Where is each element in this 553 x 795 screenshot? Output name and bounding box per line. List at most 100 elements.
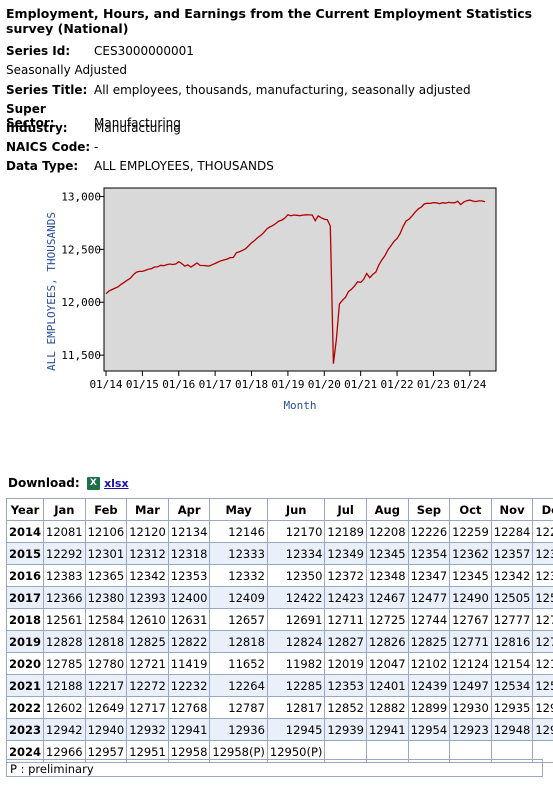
table-row: 2022 12602 12649 12717 12768 12787 12817 12852 1… xyxy=(5,696,553,719)
value-cell: 12357 xyxy=(490,542,534,565)
value-cell: 12960 xyxy=(532,718,553,741)
value-cell: 12796 xyxy=(532,608,553,631)
year-cell: 2016 xyxy=(5,564,45,587)
column-header: May xyxy=(209,498,268,521)
value-cell: 12146 xyxy=(209,520,268,543)
value-cell: 12631 xyxy=(167,608,211,631)
table-header-row: YearJanFebMarAprMayJunJulAugSepOctNovDec xyxy=(5,498,553,521)
value-cell: 12355 xyxy=(532,564,553,587)
value-cell: 12365 xyxy=(84,564,128,587)
value-cell: 12768 xyxy=(167,696,211,719)
value-cell: 12342 xyxy=(490,564,534,587)
series-info-row: Series Title: All employees, thousands, m… xyxy=(6,83,471,97)
value-cell: 12923 xyxy=(449,718,492,741)
value-cell: 12852 xyxy=(324,696,367,719)
value-cell: 12954 xyxy=(407,718,451,741)
series-info-value: Manufacturing xyxy=(94,121,181,135)
value-cell: 12284 xyxy=(490,520,534,543)
series-info-value: CES3000000001 xyxy=(94,44,194,58)
value-cell: 12822 xyxy=(167,630,211,653)
y-tick-label: 11,500 xyxy=(61,349,101,362)
y-tick-label: 12,000 xyxy=(61,296,101,309)
value-cell: 12940 xyxy=(84,718,128,741)
x-tick-label: 01/21 xyxy=(344,378,377,391)
value-cell: 12226 xyxy=(407,520,451,543)
value-cell: 12362 xyxy=(449,542,492,565)
value-cell: 12780 xyxy=(84,652,128,675)
value-cell: 12826 xyxy=(365,630,409,653)
y-axis-label: ALL EMPLOYEES, THOUSANDS xyxy=(45,212,58,371)
value-cell: 12497 xyxy=(449,674,492,697)
value-cell: 12939 xyxy=(324,718,367,741)
value-cell: 12882 xyxy=(365,696,409,719)
series-info-value: - xyxy=(94,140,99,154)
x-tick-label: 01/17 xyxy=(199,378,232,391)
value-cell: 12958(P) xyxy=(209,740,268,763)
value-cell: 12828 xyxy=(43,630,86,653)
value-cell: 12292 xyxy=(43,542,86,565)
value-cell: 12657 xyxy=(209,608,268,631)
xlsx-download-link[interactable]: xlsx xyxy=(104,477,129,490)
value-cell: 12950(P) xyxy=(266,740,326,763)
series-info-label: Industry: xyxy=(6,121,68,135)
x-tick-label: 01/19 xyxy=(271,378,304,391)
series-info-row: Industry: Manufacturing xyxy=(6,121,181,135)
series-info-row: Series Id: CES3000000001 xyxy=(6,44,194,58)
page-title: Employment, Hours, and Earnings from the… xyxy=(6,6,533,36)
column-header: Oct xyxy=(449,498,492,521)
series-info-row: Seasonally Adjusted xyxy=(6,63,127,77)
value-cell: 12439 xyxy=(407,674,451,697)
value-cell: 12816 xyxy=(490,630,534,653)
value-cell: 12400 xyxy=(167,586,211,609)
value-cell: 12467 xyxy=(365,586,409,609)
value-cell: 12423 xyxy=(324,586,367,609)
value-cell: 12334 xyxy=(266,542,326,565)
series-info-label: Super Sector: xyxy=(6,102,55,130)
x-tick-label: 01/16 xyxy=(162,378,195,391)
year-cell: 2021 xyxy=(5,674,45,697)
year-cell: 2020 xyxy=(5,652,45,675)
column-header: Year xyxy=(5,498,45,521)
value-cell: 12401 xyxy=(365,674,409,697)
value-cell: 12259 xyxy=(449,520,492,543)
excel-icon[interactable]: X xyxy=(86,477,100,490)
value-cell: 12264 xyxy=(209,674,268,697)
value-cell: 12798 xyxy=(532,630,553,653)
value-cell: 12019 xyxy=(324,652,367,675)
table-row: 2014 12081 12106 12120 12134 12146 12170 12189 1… xyxy=(5,520,553,543)
value-cell: 12777 xyxy=(490,608,534,631)
value-cell: 12383 xyxy=(43,564,86,587)
value-cell: 12941 xyxy=(365,718,409,741)
x-tick-label: 01/20 xyxy=(308,378,341,391)
value-cell: 11419 xyxy=(167,652,211,675)
column-header: Feb xyxy=(84,498,128,521)
value-cell: 12372 xyxy=(324,564,367,587)
value-cell: 12102 xyxy=(407,652,451,675)
value-cell: 12194 xyxy=(532,652,553,675)
column-header: Jul xyxy=(324,498,367,521)
year-cell: 2019 xyxy=(5,630,45,653)
table-row: 2015 12292 12301 12312 12318 12333 12334 12349 1… xyxy=(5,542,553,565)
x-tick-label: 01/24 xyxy=(453,378,486,391)
value-cell: 12047 xyxy=(365,652,409,675)
value-cell: 12899 xyxy=(407,696,451,719)
table-row: 2024 12966 12957 12951 12958 12958(P) 12950(P) xyxy=(5,740,553,763)
value-cell: 12318 xyxy=(167,542,211,565)
value-cell: 12490 xyxy=(449,586,492,609)
value-cell: 12120 xyxy=(126,520,169,543)
column-header: Apr xyxy=(167,498,211,521)
value-cell: 12948 xyxy=(490,718,534,741)
value-cell: 12208 xyxy=(365,520,409,543)
chart: 11,500 12,000 12,500 13,000 01/14 01/15 01/16 0… xyxy=(0,180,553,420)
year-cell: 2018 xyxy=(5,608,45,631)
year-cell: 2024 xyxy=(5,740,45,763)
value-cell: 12785 xyxy=(43,652,86,675)
value-cell: 12936 xyxy=(209,718,268,741)
value-cell: 12348 xyxy=(365,564,409,587)
series-info-label: Data Type: xyxy=(6,159,79,173)
value-cell: 12711 xyxy=(324,608,367,631)
value-cell: 12353 xyxy=(167,564,211,587)
footnote: P : preliminary xyxy=(6,759,543,777)
value-cell: 12824 xyxy=(266,630,326,653)
value-cell: 12825 xyxy=(126,630,169,653)
